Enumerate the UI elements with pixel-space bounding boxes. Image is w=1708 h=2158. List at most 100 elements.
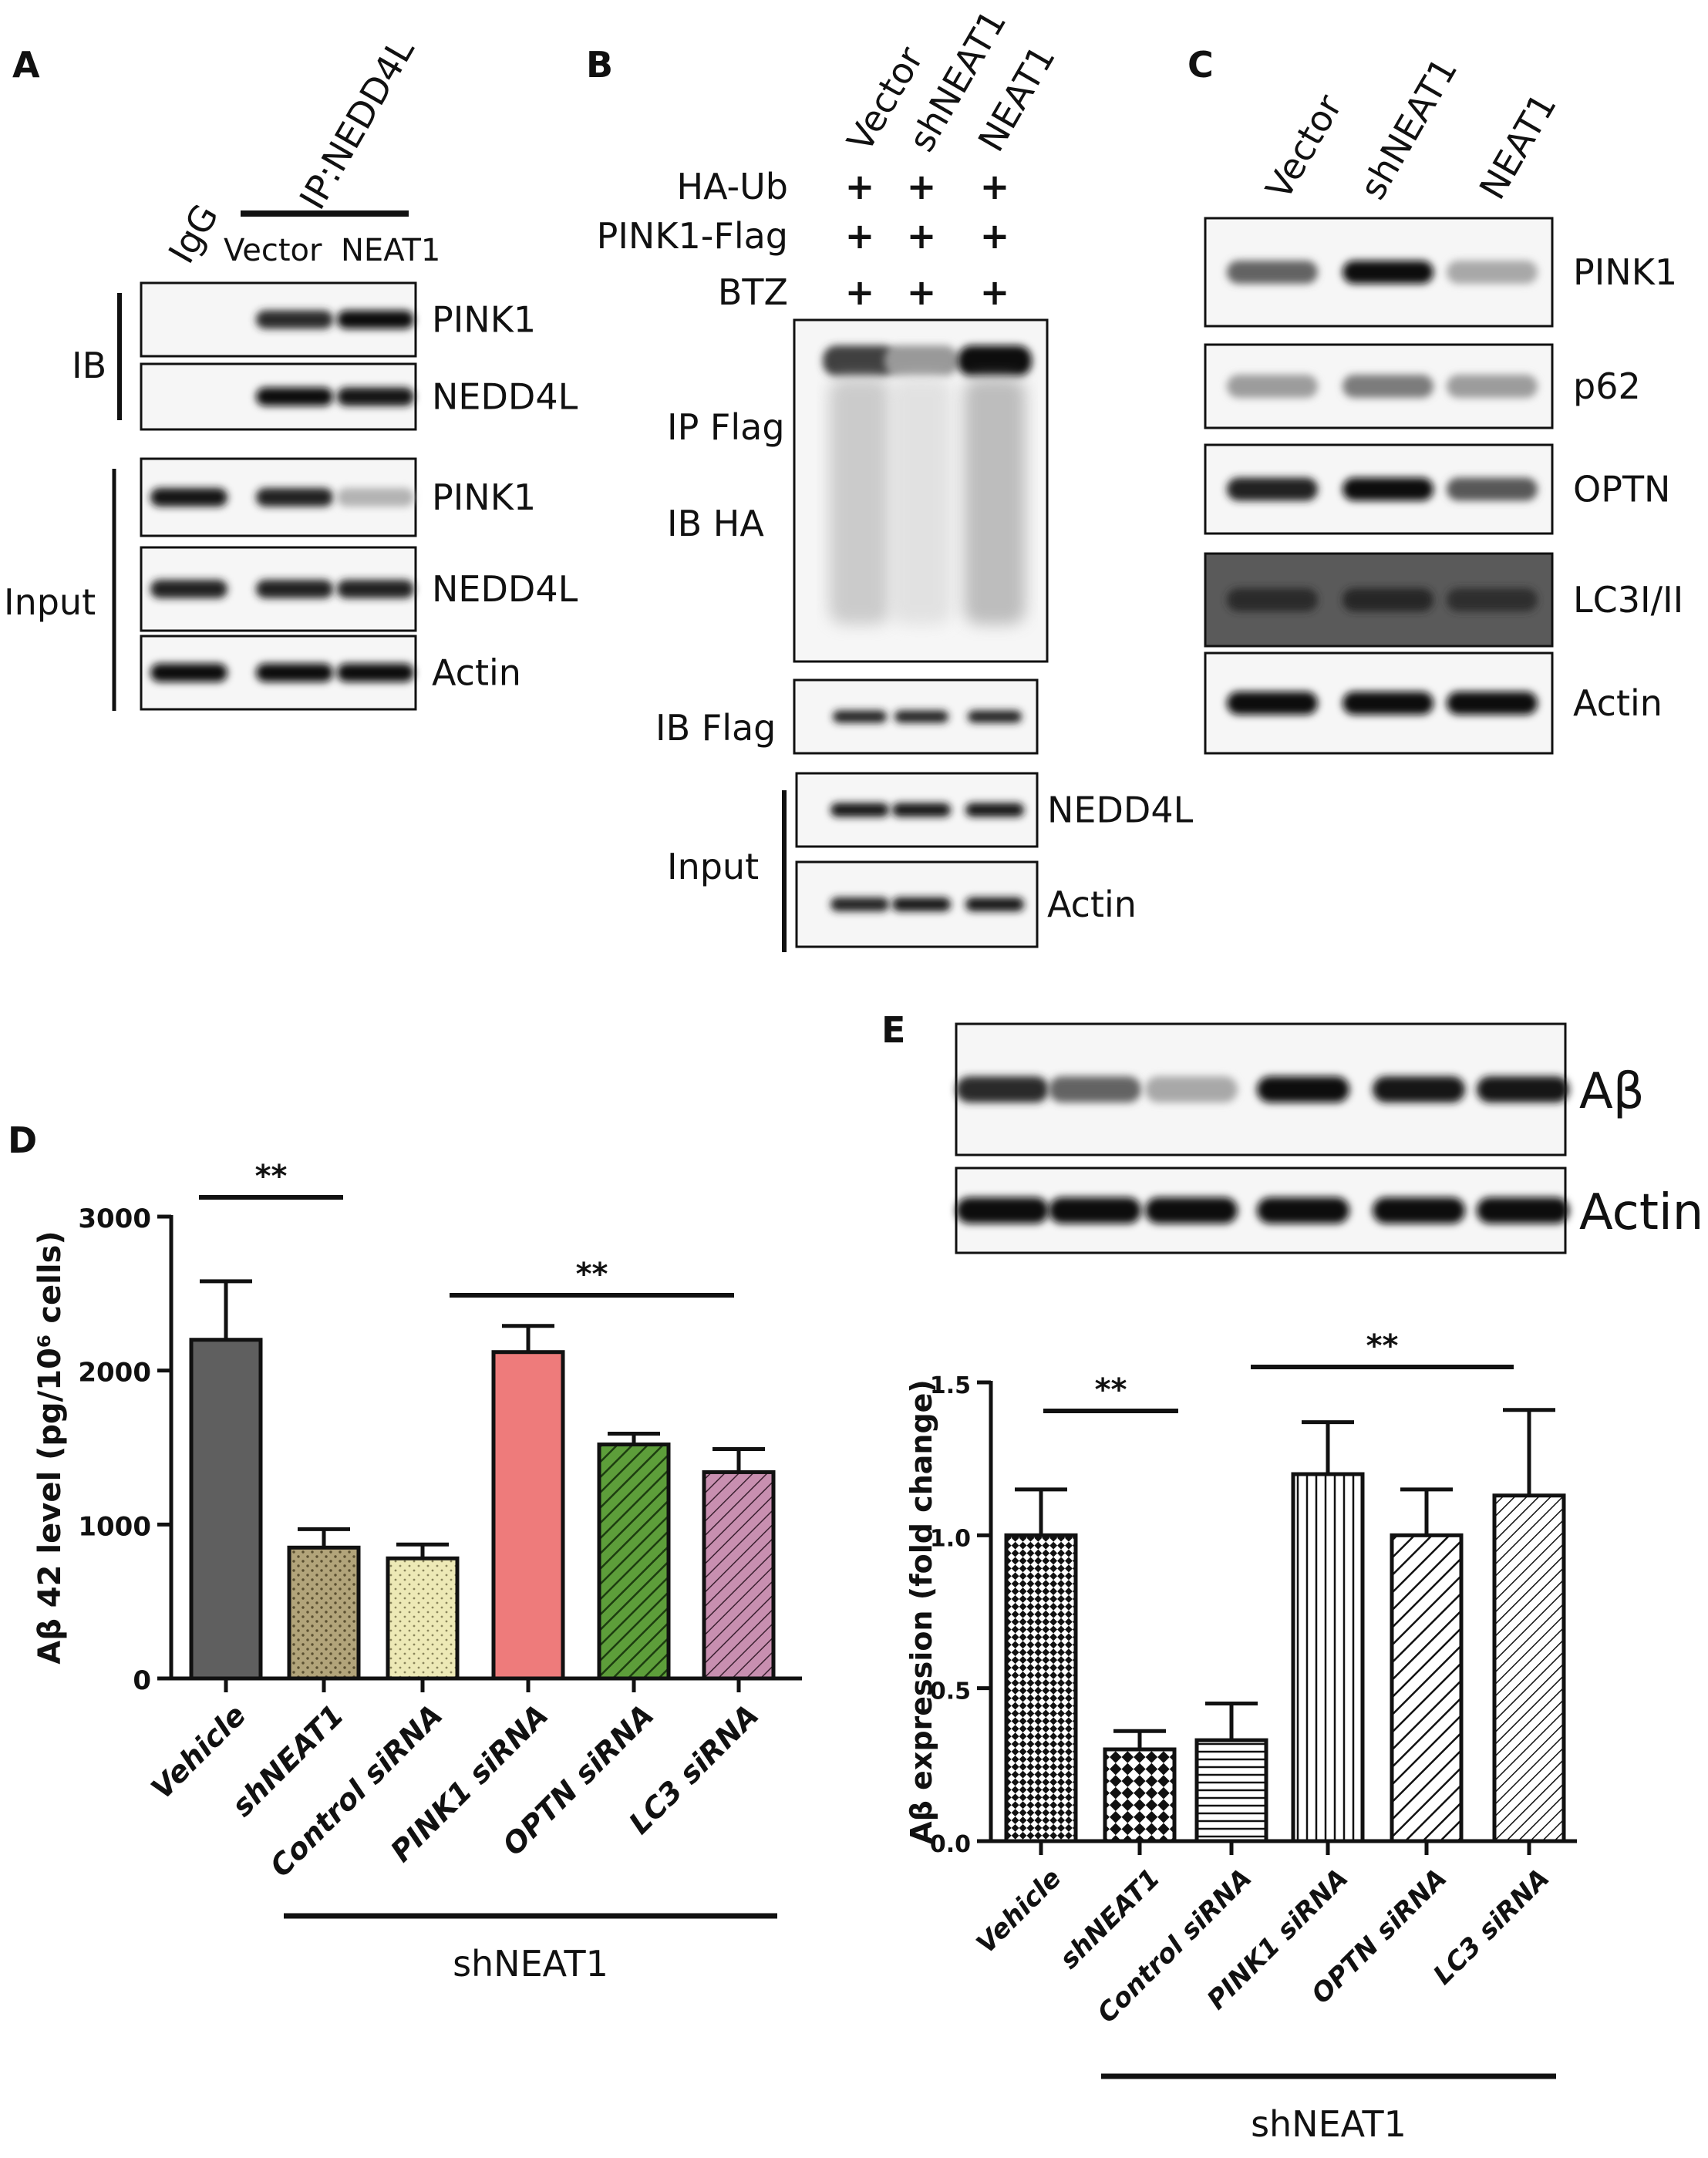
d-bar-4 bbox=[597, 1443, 671, 1681]
e-blot-row-1 bbox=[955, 1167, 1569, 1254]
a-blot-row-2-band bbox=[337, 488, 414, 507]
c-blot-row-4-band bbox=[1447, 692, 1538, 715]
ib-group-label: IB bbox=[72, 345, 106, 386]
b-input-row-1-band bbox=[892, 897, 951, 911]
e-blot-row-0-band bbox=[1145, 1076, 1238, 1103]
smear-top-band-1 bbox=[884, 345, 958, 376]
c-blot-row-3-band bbox=[1447, 588, 1538, 611]
d-bar-2 bbox=[386, 1556, 460, 1681]
c-row-label-2: OPTN bbox=[1573, 469, 1670, 510]
d-bar-1 bbox=[287, 1545, 361, 1681]
ib-flag-blot bbox=[793, 678, 1039, 755]
d-tick-label-3: 3000 bbox=[78, 1204, 151, 1234]
c-blot-row-0-band bbox=[1227, 261, 1318, 284]
d-bar-5 bbox=[702, 1470, 776, 1681]
a-blot-row-3 bbox=[140, 546, 417, 632]
smear-trail-1 bbox=[891, 378, 952, 625]
b-treatment-mark-1-1: + bbox=[907, 215, 937, 257]
e-row-label-0: Aβ bbox=[1579, 1063, 1645, 1120]
c-row-label-0: PINK1 bbox=[1573, 251, 1677, 293]
b-treatment-mark-0-0: + bbox=[845, 166, 875, 207]
a-blot-row-1-band bbox=[256, 387, 333, 406]
b-treatment-mark-2-1: + bbox=[907, 271, 937, 313]
e-blot-row-0-band bbox=[1373, 1076, 1465, 1103]
panel-e-letter: E bbox=[881, 1009, 905, 1051]
e-blot-row-0-band bbox=[956, 1076, 1049, 1103]
c-blot-row-0-band bbox=[1342, 261, 1433, 284]
c-blot-row-4 bbox=[1204, 651, 1554, 755]
d-tick-label-2: 2000 bbox=[78, 1358, 151, 1389]
d-tick-label-0: 0 bbox=[133, 1665, 151, 1696]
e-blot-row-1-band bbox=[1049, 1197, 1141, 1224]
a-blot-row-1 bbox=[140, 362, 417, 431]
ip-flag-label: IP Flag bbox=[667, 406, 785, 448]
e-blot-row-0-band bbox=[1049, 1076, 1141, 1103]
b-input-label-0: NEDD4L bbox=[1047, 789, 1194, 831]
b-treatment-label-0: HA-Ub bbox=[676, 166, 788, 207]
d-sig-label-right: ** bbox=[576, 1257, 608, 1292]
smear-top-band-0 bbox=[823, 345, 897, 376]
a-blot-row-4-band bbox=[337, 663, 414, 682]
a-row-label-3: NEDD4L bbox=[432, 568, 578, 610]
e-blot-row-0 bbox=[955, 1022, 1569, 1156]
a-blot-row-4 bbox=[140, 635, 417, 711]
a-blot-row-0 bbox=[140, 281, 417, 358]
panel-b-letter: B bbox=[586, 44, 613, 86]
a-blot-row-3-band bbox=[337, 580, 414, 598]
b-input-row-0-band bbox=[830, 803, 889, 817]
c-blot-row-2-band bbox=[1227, 477, 1318, 501]
e-bar-1 bbox=[1103, 1747, 1177, 1843]
ib-flag-row-band bbox=[894, 710, 948, 723]
b-treatment-label-1: PINK1-Flag bbox=[597, 215, 788, 257]
panel-e: E Aβ Actin 0.0 0.5 1.0 1.5Aβ expression (fol… bbox=[881, 1009, 1703, 2145]
e-category-label-0: Vehicle bbox=[971, 1863, 1068, 1960]
ip-nedd4l-label: IP:NEDD4L bbox=[291, 31, 423, 216]
a-blot-row-2-band bbox=[150, 488, 227, 507]
a-row-label-0: PINK1 bbox=[432, 299, 536, 341]
d-category-label-2: Control siRNA bbox=[264, 1698, 450, 1884]
e-tick-label-3: 1.5 bbox=[930, 1372, 971, 1399]
e-blot-row-1-band bbox=[956, 1197, 1049, 1224]
panel-d-letter: D bbox=[8, 1119, 37, 1161]
a-blot-row-0-band bbox=[337, 310, 414, 329]
ib-flag-row-band bbox=[833, 710, 887, 723]
c-row-label-3: LC3I/II bbox=[1573, 579, 1683, 621]
c-lane-label-0: Vector bbox=[1258, 87, 1350, 206]
c-blot-row-1-band bbox=[1342, 375, 1433, 398]
b-treatment-label-2: BTZ bbox=[718, 271, 788, 313]
e-blot-row-1-band bbox=[1373, 1197, 1465, 1224]
c-blot-row-3-band bbox=[1342, 588, 1433, 611]
c-blot-row-1-band bbox=[1227, 375, 1318, 398]
panel-e-chart: 0.0 0.5 1.0 1.5Aβ expression (fold change) V… bbox=[905, 1328, 1577, 2145]
b-input-row-0 bbox=[795, 772, 1039, 848]
a-row-label-1: NEDD4L bbox=[432, 376, 578, 418]
d-y-axis-title: Aβ 42 level (pg/10⁶ cells) bbox=[32, 1230, 68, 1664]
c-blot-row-2-band bbox=[1342, 477, 1433, 501]
smear-trail-0 bbox=[829, 378, 891, 625]
e-bar-0 bbox=[1004, 1533, 1078, 1843]
e-blot-row-0-band bbox=[1257, 1076, 1349, 1103]
panel-d: D 0 1000 2000 3000 Aβ 42 level (pg/10⁶ cells… bbox=[8, 1119, 802, 1985]
c-lane-label-1: shNEAT1 bbox=[1352, 51, 1466, 207]
c-lane-label-2: NEAT1 bbox=[1471, 86, 1565, 207]
c-blot-row-2 bbox=[1204, 443, 1554, 535]
d-tick-label-1: 1000 bbox=[78, 1511, 151, 1542]
b-input-row-1-band bbox=[830, 897, 889, 911]
c-blot-row-1-band bbox=[1447, 375, 1538, 398]
igg-label: IgG bbox=[160, 197, 227, 271]
b-treatment-mark-2-0: + bbox=[845, 271, 875, 313]
b-input-row-1 bbox=[795, 860, 1039, 948]
a-blot-row-4-band bbox=[256, 663, 333, 682]
e-group-label: shNEAT1 bbox=[1251, 2103, 1406, 2145]
a-blot-row-2 bbox=[140, 457, 417, 537]
panel-c-letter: C bbox=[1188, 44, 1214, 86]
c-blot-row-0 bbox=[1204, 217, 1554, 328]
panel-c-blot-rows: PINK1 p62 OPTN LC3I/II Actin bbox=[1204, 217, 1683, 755]
e-blot-row-1-band bbox=[1477, 1197, 1569, 1224]
b-input-label: Input bbox=[667, 846, 759, 887]
d-bar-3 bbox=[491, 1350, 565, 1681]
e-bar-2 bbox=[1194, 1738, 1268, 1843]
d-group-label: shNEAT1 bbox=[453, 1943, 608, 1985]
a-row-label-4: Actin bbox=[432, 652, 521, 694]
